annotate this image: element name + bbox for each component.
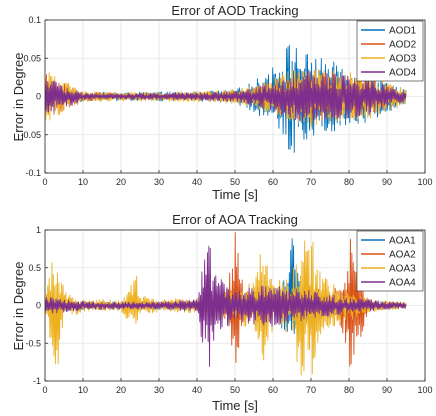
aoa-legend-label: AOA2 — [389, 250, 416, 261]
aoa-axes-frame — [44, 229, 426, 382]
aoa-x-tick-label: 20 — [116, 385, 126, 395]
aod-legend-label: AOD4 — [389, 68, 417, 79]
aoa-x-tick-label: 40 — [192, 385, 202, 395]
aod-x-tick-label: 10 — [78, 177, 88, 187]
aoa-x-tick-label: 60 — [268, 385, 278, 395]
aoa-x-axis-label: Time [s] — [212, 398, 258, 413]
aoa-y-tick-label: 0 — [36, 301, 41, 311]
aoa-y-tick-label: 1 — [36, 225, 41, 235]
aoa-legend-label: AOA1 — [389, 236, 416, 247]
aod-x-tick-label: 30 — [154, 177, 164, 187]
aoa-x-tick-label: 80 — [344, 385, 354, 395]
aoa-x-tick-label: 50 — [230, 385, 240, 395]
aoa-legend-box — [356, 230, 424, 292]
aod-series-aod4-line — [45, 70, 407, 122]
aod-y-tick-label: -0.05 — [20, 130, 41, 140]
aoa-x-tick-label: 0 — [42, 385, 47, 395]
aoa-x-tick-label: 10 — [78, 385, 88, 395]
aod-y-axis-label: Error in Degree — [11, 53, 26, 142]
aoa-x-tick-label: 90 — [382, 385, 392, 395]
aod-axes-frame — [44, 19, 426, 174]
aod-series-group — [45, 44, 407, 153]
aoa-x-tick-label: 30 — [154, 385, 164, 395]
aod-legend-label: AOD1 — [389, 26, 417, 37]
aoa-y-tick-label: -1 — [33, 376, 41, 386]
aod-y-tick-label: -0.1 — [25, 168, 41, 178]
aod-x-axis-label: Time [s] — [212, 187, 258, 202]
aod-chart-title: Error of AOD Tracking — [171, 3, 298, 18]
aod-legend-box — [356, 20, 424, 82]
aod-legend-label: AOD3 — [389, 54, 417, 65]
aod-x-tick-label: 90 — [382, 177, 392, 187]
aod-y-tick-label: 0.1 — [28, 15, 41, 25]
aod-y-tick-label: 0.05 — [23, 53, 41, 63]
aoa-legend-label: AOA3 — [389, 264, 416, 275]
aod-x-tick-label: 100 — [417, 177, 432, 187]
aoa-y-tick-label: 0.5 — [28, 263, 41, 273]
aod-y-tick-label: 0 — [36, 92, 41, 102]
aoa-series-group — [45, 232, 407, 376]
aoa-series-aoa4-line — [45, 245, 407, 367]
aod-x-tick-label: 50 — [230, 177, 240, 187]
aoa-chart-title: Error of AOA Tracking — [172, 212, 298, 227]
aoa-y-tick-label: -0.5 — [25, 338, 41, 348]
aod-x-tick-label: 80 — [344, 177, 354, 187]
aoa-legend-label: AOA4 — [389, 278, 416, 289]
aoa-tracking-panel: Error of AOA Tracking Error in Degree Ti… — [11, 212, 433, 413]
aoa-x-tick-label: 70 — [306, 385, 316, 395]
aod-x-tick-label: 70 — [306, 177, 316, 187]
aod-legend-label: AOD2 — [389, 40, 417, 51]
aoa-y-axis-label: Error in Degree — [11, 262, 26, 351]
aod-x-tick-label: 20 — [116, 177, 126, 187]
aod-x-tick-label: 40 — [192, 177, 202, 187]
aod-x-tick-label: 0 — [42, 177, 47, 187]
aod-x-tick-label: 60 — [268, 177, 278, 187]
aod-tracking-panel: Error of AOD Tracking Error in Degree Ti… — [11, 3, 433, 202]
aoa-x-tick-label: 100 — [417, 385, 432, 395]
